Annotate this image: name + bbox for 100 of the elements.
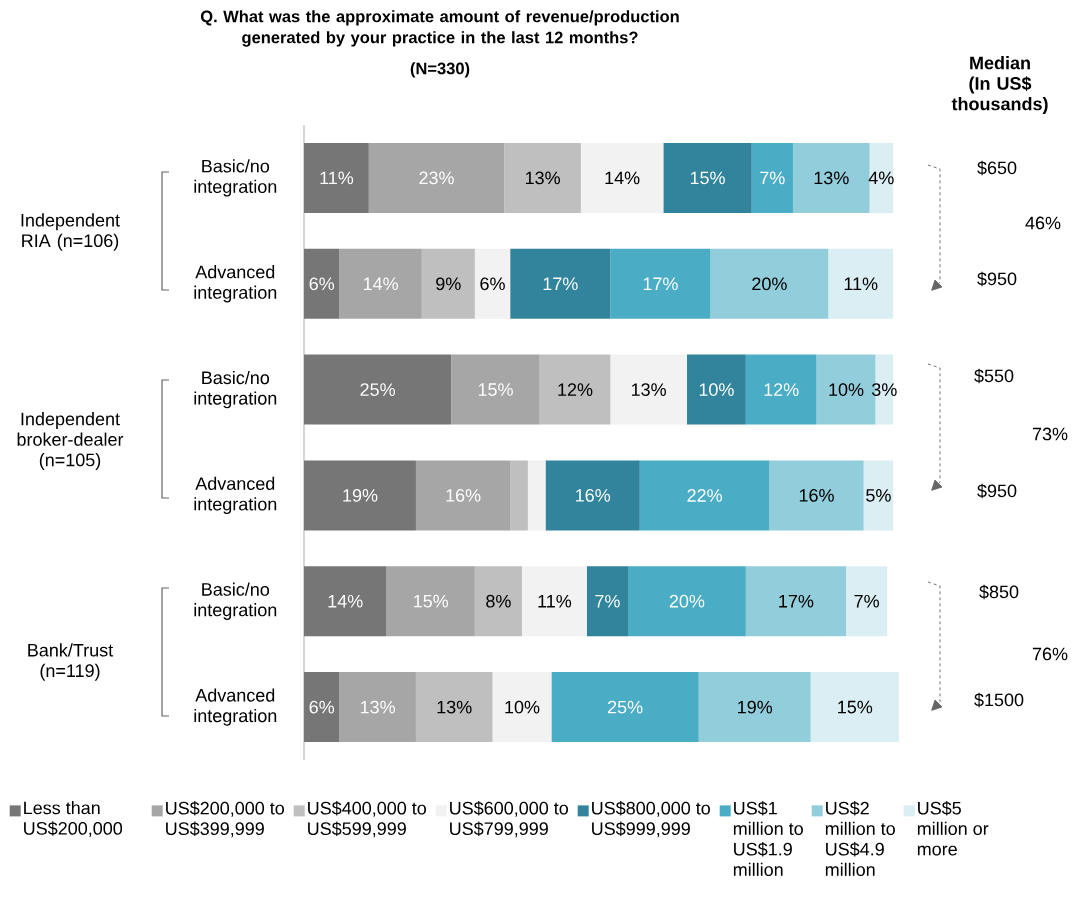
y-tick-label: Advanced integration xyxy=(194,688,277,726)
bar xyxy=(339,672,416,743)
bar xyxy=(545,460,640,531)
data-label: 15% xyxy=(478,383,513,396)
bar xyxy=(474,566,522,637)
data-label: 12% xyxy=(558,383,593,396)
legend-label: US$600,000 to US$799,999 xyxy=(450,801,568,838)
data-label: 14% xyxy=(363,277,398,291)
bar xyxy=(510,248,611,319)
data-label: 6% xyxy=(309,277,335,291)
chart-title: Q. What was the approximate amount of revenue/production generated by your practice in the last 12 months? xyxy=(200,10,679,47)
bar xyxy=(415,672,493,743)
bar xyxy=(304,672,340,743)
data-label: 20% xyxy=(669,594,705,608)
data-label: 16% xyxy=(576,489,611,502)
bar xyxy=(639,460,770,531)
bar xyxy=(304,460,416,531)
bar xyxy=(492,672,552,743)
bar xyxy=(698,672,811,743)
data-label: 6% xyxy=(309,700,335,714)
data-label: 7% xyxy=(760,171,785,185)
chart-subtitle: (N=330) xyxy=(410,62,470,78)
data-label: 11% xyxy=(538,594,572,608)
data-label: 19% xyxy=(738,700,773,714)
bar xyxy=(792,142,870,213)
bar xyxy=(527,460,546,531)
bar xyxy=(510,460,528,531)
bar xyxy=(386,566,475,637)
data-label: 14% xyxy=(328,594,363,608)
data-label: 13% xyxy=(631,383,666,396)
bar xyxy=(304,566,387,637)
data-label: 14% xyxy=(605,171,640,185)
data-label: 13% xyxy=(814,171,849,185)
data-label: 13% xyxy=(437,700,472,714)
bar xyxy=(845,566,888,637)
bar xyxy=(610,354,687,425)
data-label: 13% xyxy=(360,700,395,714)
y-tick-label: Basic/no integration xyxy=(194,370,277,409)
data-label: 10% xyxy=(505,700,540,714)
text: Independent broker-dealer (n=105) xyxy=(17,412,124,470)
bar xyxy=(710,248,829,319)
bar xyxy=(686,354,746,425)
y-tick-label: Basic/no integration xyxy=(194,159,277,197)
data-label: 16% xyxy=(799,489,834,502)
text: 76% xyxy=(1032,647,1068,661)
legend-label: US$1 million to US$1.9 million xyxy=(733,801,803,877)
text: $1500 xyxy=(974,692,1024,708)
bar xyxy=(368,142,505,213)
legend-label: US$5 million or more xyxy=(917,801,989,856)
data-label: 15% xyxy=(690,171,725,185)
bar xyxy=(586,566,629,637)
y-tick-label: Advanced integration xyxy=(194,476,277,515)
data-label: 7% xyxy=(595,594,620,608)
data-label: 10% xyxy=(699,383,734,396)
text: $550 xyxy=(974,368,1014,384)
bar xyxy=(339,248,422,319)
bar xyxy=(828,248,894,319)
bar xyxy=(663,142,752,213)
bar xyxy=(745,354,817,425)
bar xyxy=(421,248,475,319)
data-label: 22% xyxy=(687,489,722,502)
legend-label: US$2 million to US$4.9 million xyxy=(825,801,895,877)
data-label: 20% xyxy=(752,277,787,291)
bar xyxy=(304,142,369,213)
text: Independent RIA (n=106) xyxy=(21,213,120,251)
data-label: 17% xyxy=(779,594,814,608)
data-label: 9% xyxy=(436,277,461,291)
bar xyxy=(451,354,540,425)
data-label: 23% xyxy=(419,171,454,185)
data-label: 17% xyxy=(643,277,678,291)
data-label: 11% xyxy=(844,277,878,291)
data-label: 10% xyxy=(829,383,864,396)
legend-label: Less than US$200,000 xyxy=(24,801,123,837)
data-label: 15% xyxy=(414,594,449,608)
data-label: 4% xyxy=(868,171,894,185)
bar xyxy=(539,354,611,425)
text: 73% xyxy=(1032,427,1068,441)
data-label: 13% xyxy=(525,171,560,185)
text: Median (In US$ thousands) xyxy=(951,56,1048,114)
data-label: 16% xyxy=(446,489,481,502)
y-tick-label: Basic/no integration xyxy=(194,582,277,620)
data-label: 25% xyxy=(608,700,643,714)
data-label: 6% xyxy=(480,277,505,291)
bar xyxy=(751,142,793,213)
text: $650 xyxy=(977,160,1017,176)
bar xyxy=(769,460,864,531)
bar xyxy=(504,142,581,213)
data-label: 7% xyxy=(854,594,879,608)
bar xyxy=(415,460,511,531)
data-label: 12% xyxy=(764,383,799,396)
data-label: 3% xyxy=(871,383,897,396)
legend-label: US$400,000 to US$599,999 xyxy=(308,801,426,838)
data-label: 8% xyxy=(486,594,511,608)
data-label: 5% xyxy=(866,489,891,502)
data-label: 19% xyxy=(343,489,378,502)
data-label: 11% xyxy=(320,171,354,185)
bar xyxy=(551,672,699,743)
legend-label: US$800,000 to US$999,999 xyxy=(592,801,710,838)
bar xyxy=(628,566,746,637)
bar xyxy=(863,460,894,531)
